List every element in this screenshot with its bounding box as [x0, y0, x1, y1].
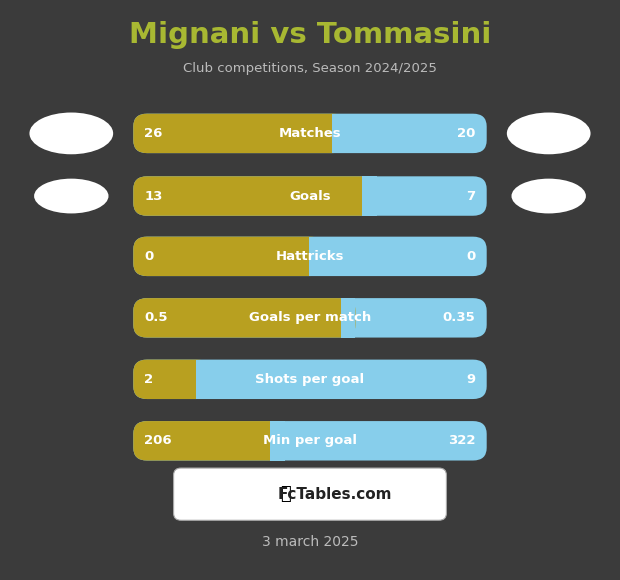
- Bar: [362, 176, 377, 216]
- Text: 20: 20: [457, 127, 476, 140]
- FancyBboxPatch shape: [133, 237, 324, 276]
- Text: FcTables.com: FcTables.com: [278, 487, 392, 502]
- Text: 7: 7: [466, 190, 476, 202]
- FancyBboxPatch shape: [133, 298, 355, 338]
- Text: 322: 322: [448, 434, 476, 447]
- Text: 2: 2: [144, 373, 154, 386]
- Text: 0.35: 0.35: [443, 311, 476, 324]
- Ellipse shape: [512, 179, 586, 213]
- Bar: [332, 114, 347, 153]
- Text: 0: 0: [466, 250, 476, 263]
- FancyBboxPatch shape: [133, 360, 487, 399]
- Text: 📈: 📈: [280, 485, 291, 503]
- Ellipse shape: [29, 113, 113, 154]
- Text: Shots per goal: Shots per goal: [255, 373, 365, 386]
- FancyBboxPatch shape: [133, 237, 487, 276]
- FancyBboxPatch shape: [133, 421, 285, 461]
- Text: 0.5: 0.5: [144, 311, 168, 324]
- Text: 0: 0: [144, 250, 154, 263]
- Text: Matches: Matches: [278, 127, 342, 140]
- FancyBboxPatch shape: [133, 298, 487, 338]
- Bar: [340, 298, 355, 338]
- FancyBboxPatch shape: [133, 114, 487, 153]
- FancyBboxPatch shape: [133, 360, 211, 399]
- FancyBboxPatch shape: [133, 114, 347, 153]
- Text: Hattricks: Hattricks: [276, 250, 344, 263]
- Text: Mignani vs Tommasini: Mignani vs Tommasini: [129, 21, 491, 49]
- Text: Goals per match: Goals per match: [249, 311, 371, 324]
- Bar: [196, 360, 211, 399]
- Text: 206: 206: [144, 434, 172, 447]
- Text: Club competitions, Season 2024/2025: Club competitions, Season 2024/2025: [183, 62, 437, 75]
- FancyBboxPatch shape: [133, 176, 377, 216]
- FancyBboxPatch shape: [133, 176, 487, 216]
- Ellipse shape: [34, 179, 108, 213]
- Text: Min per goal: Min per goal: [263, 434, 357, 447]
- Text: Goals: Goals: [289, 190, 331, 202]
- Bar: [270, 421, 285, 461]
- Bar: [309, 237, 324, 276]
- FancyBboxPatch shape: [133, 421, 487, 461]
- Ellipse shape: [507, 113, 591, 154]
- FancyBboxPatch shape: [174, 468, 446, 520]
- Text: 26: 26: [144, 127, 163, 140]
- Text: 3 march 2025: 3 march 2025: [262, 535, 358, 549]
- Text: 13: 13: [144, 190, 163, 202]
- Text: 9: 9: [466, 373, 476, 386]
